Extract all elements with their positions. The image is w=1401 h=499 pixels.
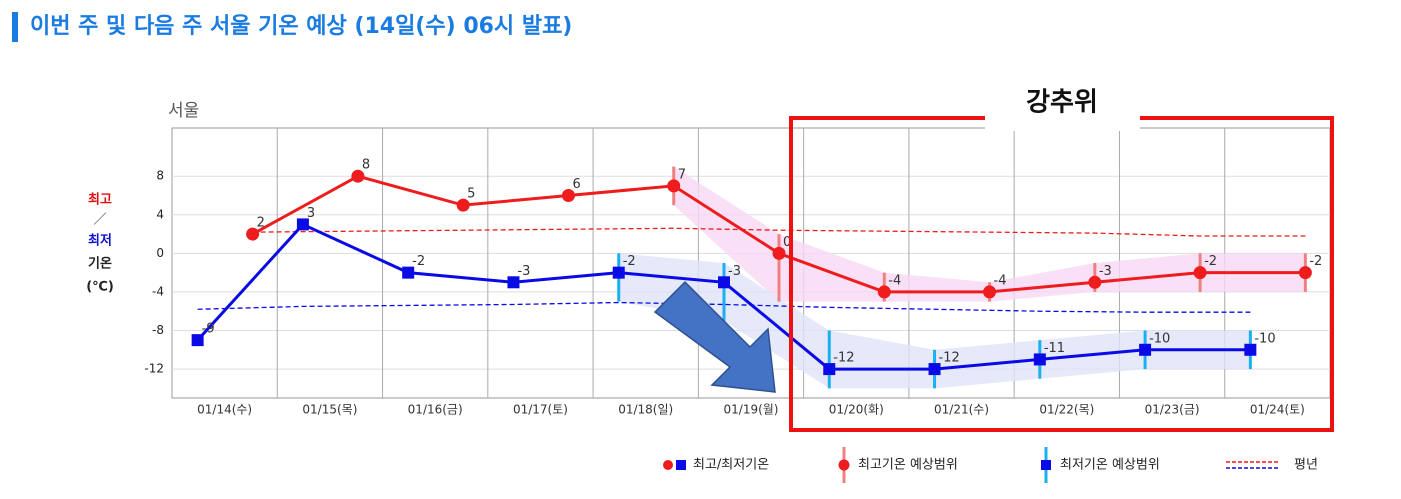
x-tick-label: 01/14(수)	[197, 403, 252, 417]
legend-marker	[663, 460, 673, 470]
point	[351, 169, 365, 183]
legend-marker	[1041, 460, 1051, 470]
box-gap	[985, 105, 1140, 131]
y-tick-label: 4	[156, 207, 164, 221]
point	[296, 218, 309, 231]
point	[1139, 343, 1152, 356]
legend-marker	[676, 460, 686, 470]
x-tick-label: 01/24(토)	[1250, 403, 1305, 417]
data-label: -10	[1254, 331, 1275, 346]
y-tick-label: -12	[144, 362, 164, 376]
legend-label: 평년	[1294, 458, 1318, 473]
annotation: 강추위	[1026, 88, 1098, 118]
point	[1088, 275, 1102, 289]
data-label: -3	[517, 264, 530, 279]
y-tick-label: 0	[156, 246, 164, 260]
point	[612, 266, 625, 279]
data-label: 3	[307, 206, 315, 221]
data-label: -4	[994, 273, 1007, 288]
point	[1244, 343, 1257, 356]
data-label: -2	[412, 254, 425, 269]
point	[928, 363, 941, 376]
data-label: 7	[678, 167, 686, 182]
data-label: 0	[783, 235, 791, 250]
point	[718, 276, 730, 289]
y-label-sep: ／	[93, 213, 106, 228]
point	[1298, 266, 1312, 280]
y-tick-label: -4	[152, 284, 164, 298]
point	[983, 285, 997, 299]
x-tick-label: 01/19(월)	[724, 403, 779, 417]
point	[823, 363, 836, 376]
point	[456, 198, 470, 212]
y-label-min: 최저	[88, 234, 112, 249]
x-tick-label: 01/17(토)	[513, 403, 568, 417]
data-label: 6	[572, 177, 580, 192]
data-label: -10	[1149, 331, 1170, 346]
x-tick-label: 01/21(수)	[934, 403, 989, 417]
place-label: 서울	[168, 101, 199, 121]
data-label: 5	[467, 187, 475, 202]
data-label: -9	[202, 322, 215, 337]
title-bar	[12, 12, 18, 42]
data-label: 2	[257, 216, 265, 231]
point	[246, 227, 260, 241]
point	[877, 285, 891, 299]
x-tick-label: 01/15(목)	[302, 403, 357, 417]
data-label: -12	[833, 351, 854, 366]
y-tick-label: 8	[156, 169, 164, 183]
arrow	[653, 280, 776, 393]
data-label: -4	[888, 273, 901, 288]
point	[1033, 353, 1046, 366]
point	[507, 276, 520, 289]
point	[402, 266, 415, 279]
x-tick-label: 01/23(금)	[1145, 403, 1200, 417]
data-label: -2	[623, 254, 636, 269]
x-tick-label: 01/22(목)	[1039, 403, 1094, 417]
x-tick-label: 01/18(일)	[618, 403, 673, 417]
point	[561, 189, 575, 202]
legend-label: 최저기온 예상범위	[1060, 458, 1160, 473]
x-tick-label: 01/20(화)	[829, 403, 884, 417]
data-label: -11	[1044, 341, 1065, 356]
legend-label: 최고/최저기온	[693, 458, 769, 473]
data-label: 8	[362, 158, 370, 173]
y-label-unit: (℃)	[86, 280, 114, 295]
data-label: -3	[728, 264, 741, 279]
legend-label: 최고기온 예상범위	[858, 458, 958, 473]
chart-title: 이번 주 및 다음 주 서울 기온 예상 (14일(수) 06시 발표)	[30, 14, 572, 39]
y-label-word: 기온	[88, 257, 112, 272]
x-tick-label: 01/16(금)	[408, 403, 463, 417]
data-label: -3	[1099, 264, 1112, 279]
point	[191, 334, 204, 347]
range-band	[673, 166, 1306, 302]
data-label: -2	[1309, 254, 1322, 269]
y-label-max: 최고	[88, 193, 112, 208]
y-tick-label: -8	[152, 323, 164, 337]
data-label: -12	[939, 351, 960, 366]
legend-marker	[838, 459, 850, 471]
point	[1193, 266, 1207, 280]
data-label: -2	[1204, 254, 1217, 269]
point	[772, 246, 786, 260]
point	[667, 179, 681, 193]
